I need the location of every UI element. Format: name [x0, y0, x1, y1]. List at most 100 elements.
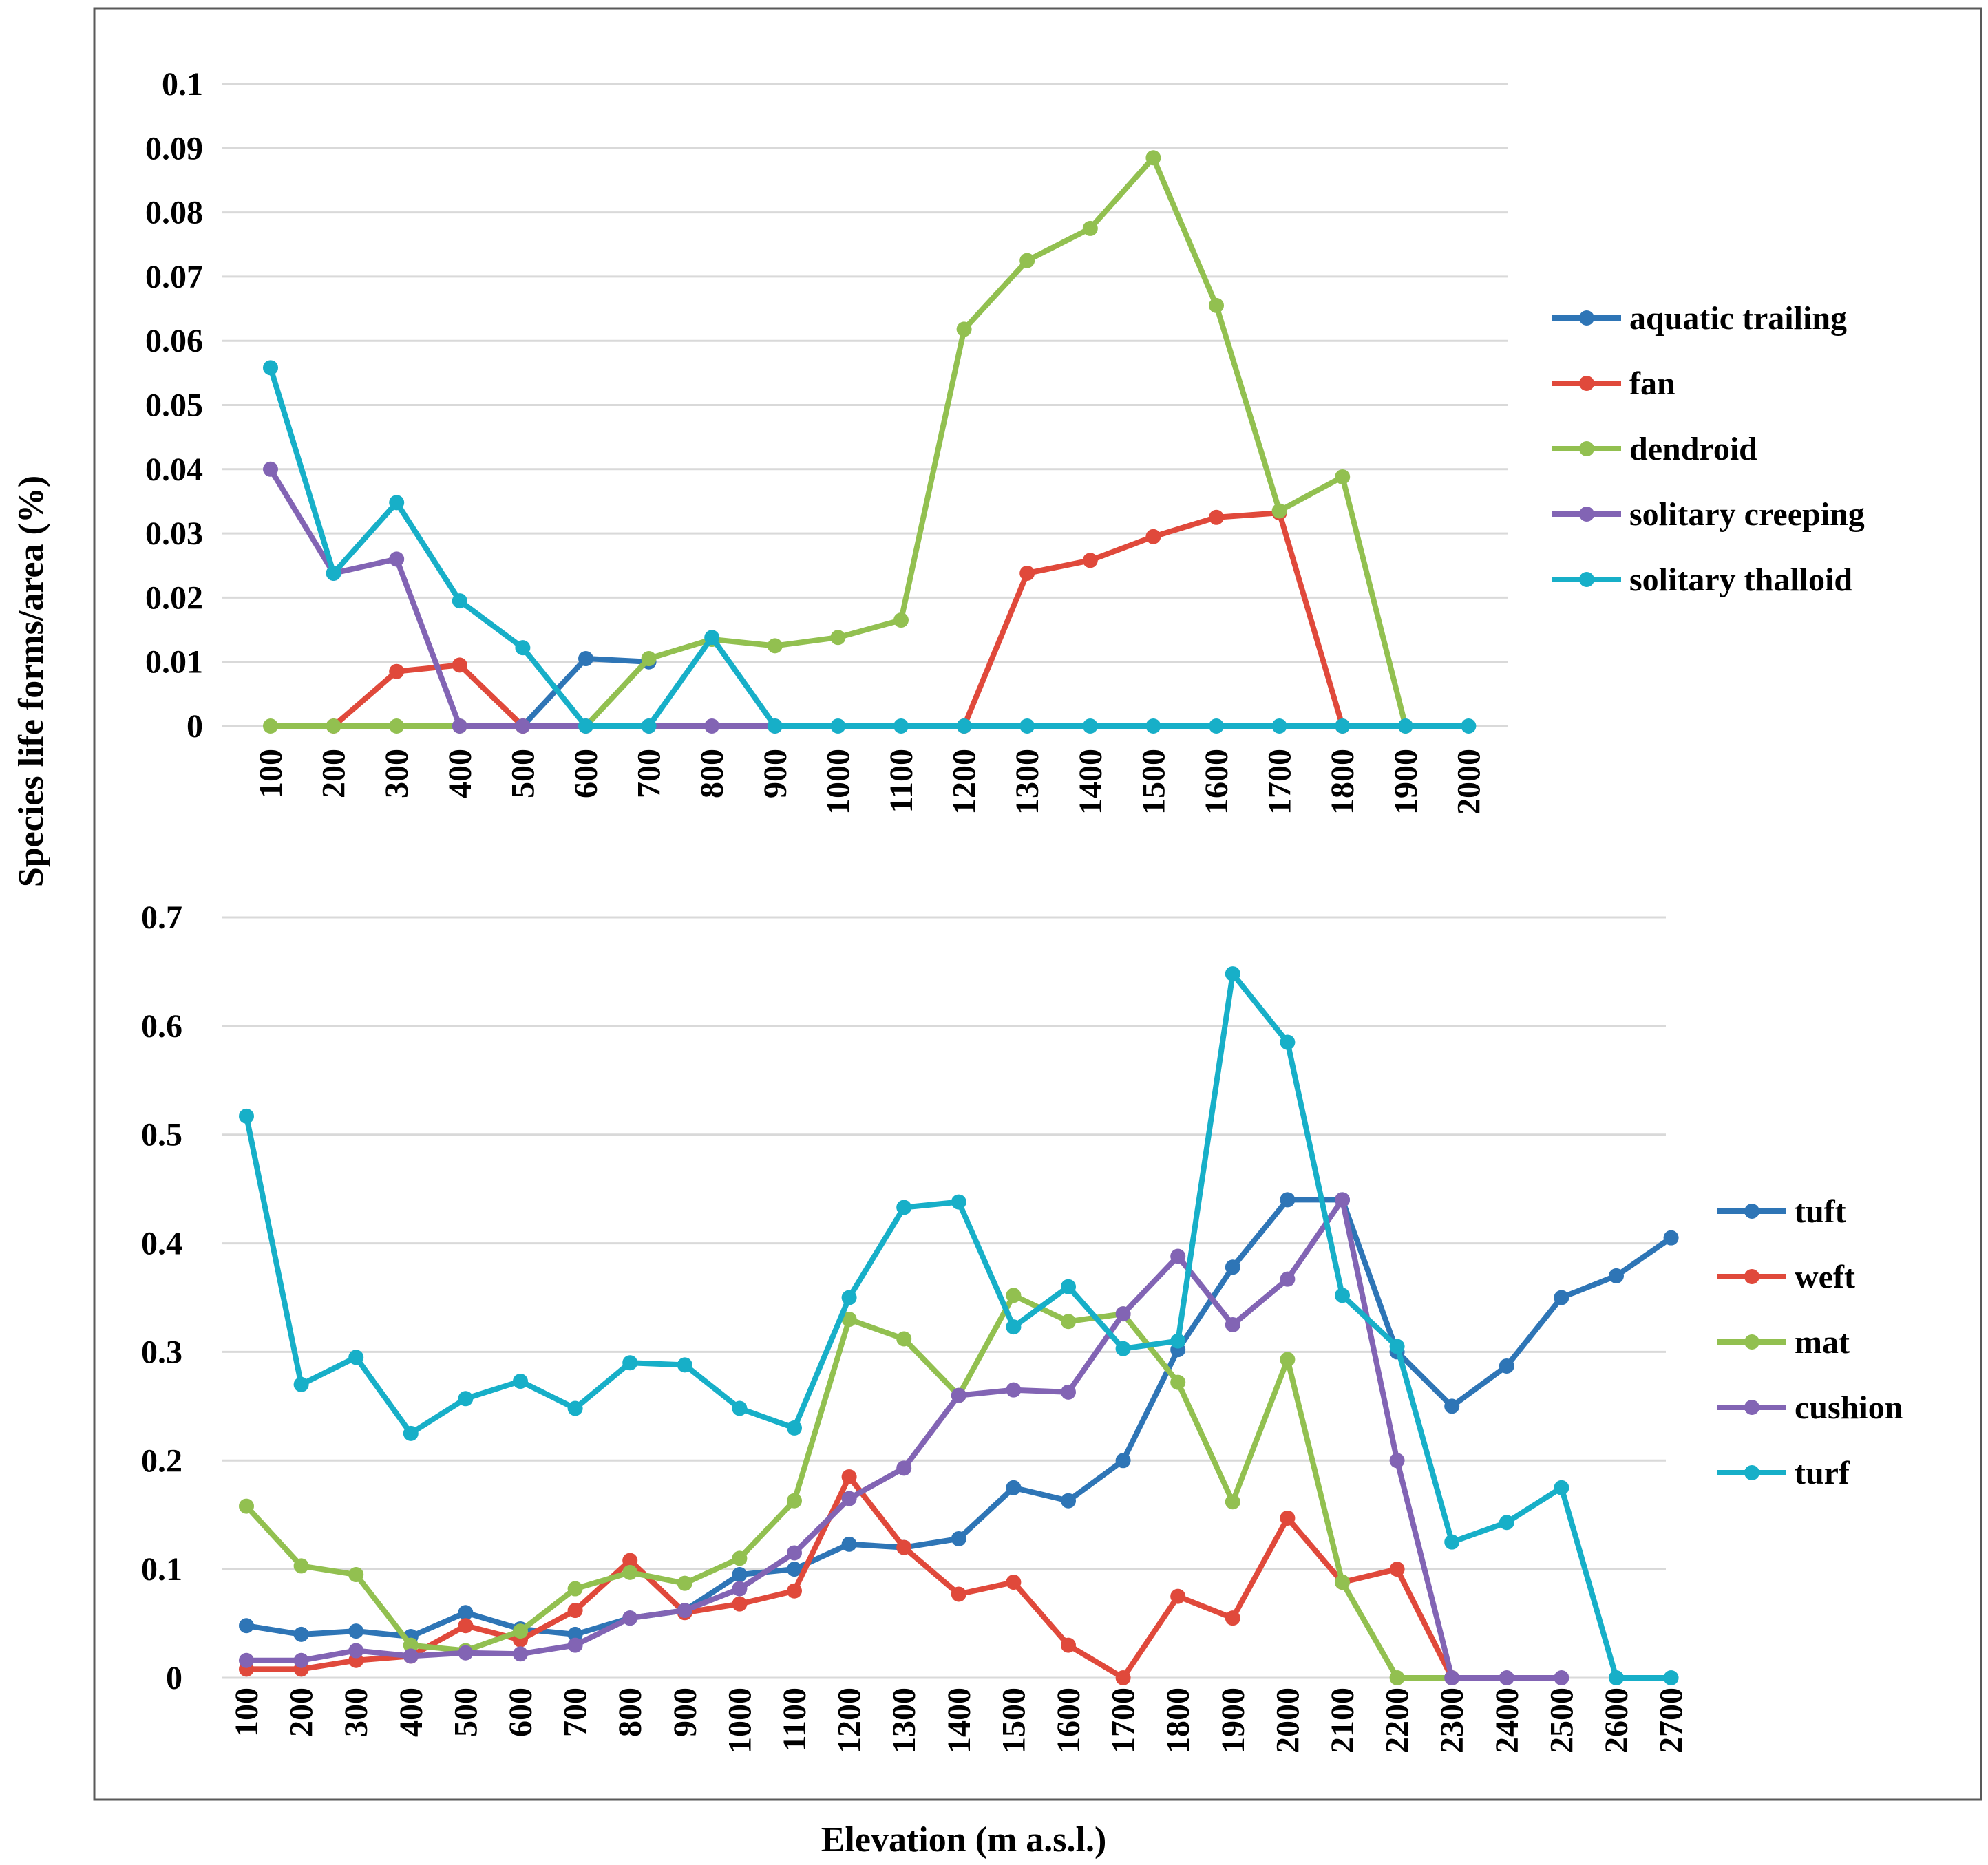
top-data-point	[1397, 718, 1413, 734]
bottom-x-tick-label: 900	[667, 1687, 704, 1737]
bottom-legend-swatch-marker	[1744, 1204, 1759, 1219]
top-data-point	[578, 651, 593, 667]
top-x-tick-label: 1000	[820, 749, 856, 815]
top-legend-label: solitary thalloid	[1629, 562, 1852, 598]
bottom-data-point	[1280, 1352, 1296, 1367]
top-data-point	[1209, 297, 1224, 313]
bottom-data-point	[1225, 1317, 1240, 1332]
top-y-tick-label: 0.07	[145, 259, 203, 295]
bottom-data-point	[622, 1553, 638, 1568]
top-x-tick-label: 700	[631, 749, 668, 798]
top-x-tick-label: 500	[505, 749, 541, 798]
top-x-tick-label: 1200	[947, 749, 983, 815]
bottom-data-point	[1554, 1290, 1569, 1306]
top-legend-entry: solitary creeping	[1552, 496, 1865, 533]
bottom-data-point	[622, 1355, 638, 1371]
bottom-data-point	[1335, 1288, 1350, 1303]
bottom-data-point	[787, 1420, 802, 1436]
top-legend-swatch-marker	[1579, 507, 1594, 522]
bottom-data-point	[1061, 1279, 1076, 1294]
top-data-point	[1019, 253, 1035, 268]
bottom-legend-label: weft	[1795, 1259, 1855, 1295]
bottom-x-tick-label: 400	[393, 1687, 430, 1737]
top-series-line	[583, 155, 1408, 729]
top-x-tick-label: 1300	[1009, 749, 1046, 815]
top-x-tick-label: 1700	[1262, 749, 1298, 815]
bottom-y-tick-label: 0.1	[141, 1551, 182, 1588]
bottom-data-point	[1006, 1382, 1022, 1398]
top-legend-entry: fan	[1552, 365, 1675, 402]
top-data-point	[1461, 718, 1477, 734]
bottom-data-point	[293, 1652, 309, 1668]
bottom-legend-swatch-marker	[1744, 1400, 1759, 1415]
bottom-data-point	[239, 1108, 254, 1124]
bottom-series-line	[244, 971, 1674, 1681]
bottom-data-point	[1061, 1493, 1076, 1509]
bottom-y-tick-label: 0	[166, 1660, 182, 1696]
top-data-point	[1145, 150, 1161, 166]
bottom-data-point	[732, 1400, 748, 1416]
bottom-data-point	[1115, 1306, 1131, 1322]
top-x-tick-label: 200	[316, 749, 352, 798]
top-legend-entry: dendroid	[1552, 431, 1757, 467]
bottom-x-tick-label: 1600	[1050, 1687, 1087, 1754]
bottom-data-point	[348, 1350, 364, 1365]
bottom-data-point	[1225, 1494, 1240, 1510]
bottom-data-point	[732, 1567, 748, 1583]
bottom-legend-entry: mat	[1717, 1324, 1850, 1361]
bottom-data-point	[622, 1610, 638, 1626]
bottom-data-point	[1444, 1534, 1460, 1550]
top-data-point	[1145, 718, 1161, 734]
bottom-x-tick-label: 700	[558, 1687, 594, 1737]
bottom-data-point	[1280, 1510, 1296, 1526]
top-y-tick-label: 0.03	[145, 515, 203, 552]
bottom-data-point	[1663, 1670, 1679, 1685]
top-data-point	[515, 718, 531, 734]
top-data-point	[326, 718, 341, 734]
bottom-x-tick-label: 1900	[1215, 1687, 1251, 1754]
top-x-tick-label: 1800	[1324, 749, 1361, 815]
top-series-fan	[326, 505, 1351, 734]
bottom-data-point	[567, 1400, 583, 1416]
bottom-legend-entry: turf	[1717, 1455, 1850, 1491]
bottom-data-point	[1061, 1637, 1076, 1653]
top-data-point	[893, 612, 909, 628]
top-x-tick-label: 1400	[1072, 749, 1109, 815]
bottom-data-point	[1225, 1610, 1240, 1626]
bottom-data-point	[896, 1331, 912, 1347]
bottom-data-point	[348, 1567, 364, 1583]
bottom-data-point	[896, 1200, 912, 1215]
bottom-data-point	[787, 1493, 802, 1509]
bottom-data-point	[513, 1646, 528, 1662]
bottom-data-point	[1609, 1268, 1624, 1283]
bottom-data-point	[1006, 1575, 1022, 1590]
top-data-point	[1335, 718, 1351, 734]
bottom-x-tick-label: 1200	[832, 1687, 868, 1754]
bottom-x-tick-label: 1800	[1160, 1687, 1196, 1754]
bottom-data-point	[1499, 1670, 1514, 1685]
bottom-data-point	[1170, 1248, 1186, 1264]
top-series-solitary-thalloid	[263, 360, 1477, 734]
top-series-line	[961, 510, 1346, 729]
bottom-data-point	[1609, 1670, 1624, 1685]
top-legend-entry: aquatic trailing	[1552, 300, 1847, 337]
bottom-data-point	[1444, 1398, 1460, 1414]
top-legend-entry: solitary thalloid	[1552, 562, 1852, 598]
bottom-series-tuft	[239, 1192, 1679, 1645]
bottom-x-tick-label: 100	[229, 1687, 265, 1737]
bottom-data-point	[1006, 1480, 1022, 1495]
top-data-point	[1082, 220, 1098, 236]
bottom-data-point	[1389, 1453, 1405, 1469]
bottom-y-tick-label: 0.2	[141, 1442, 182, 1479]
bottom-y-tick-label: 0.7	[141, 899, 182, 936]
bottom-data-point	[239, 1498, 254, 1514]
bottom-y-tick-label: 0.3	[141, 1334, 182, 1370]
bottom-data-point	[239, 1618, 254, 1634]
bottom-data-point	[732, 1581, 748, 1597]
bottom-data-point	[622, 1564, 638, 1580]
bottom-data-point	[513, 1623, 528, 1639]
top-data-point	[704, 630, 720, 646]
bottom-data-point	[239, 1652, 254, 1668]
bottom-series-cushion	[239, 1192, 1569, 1685]
